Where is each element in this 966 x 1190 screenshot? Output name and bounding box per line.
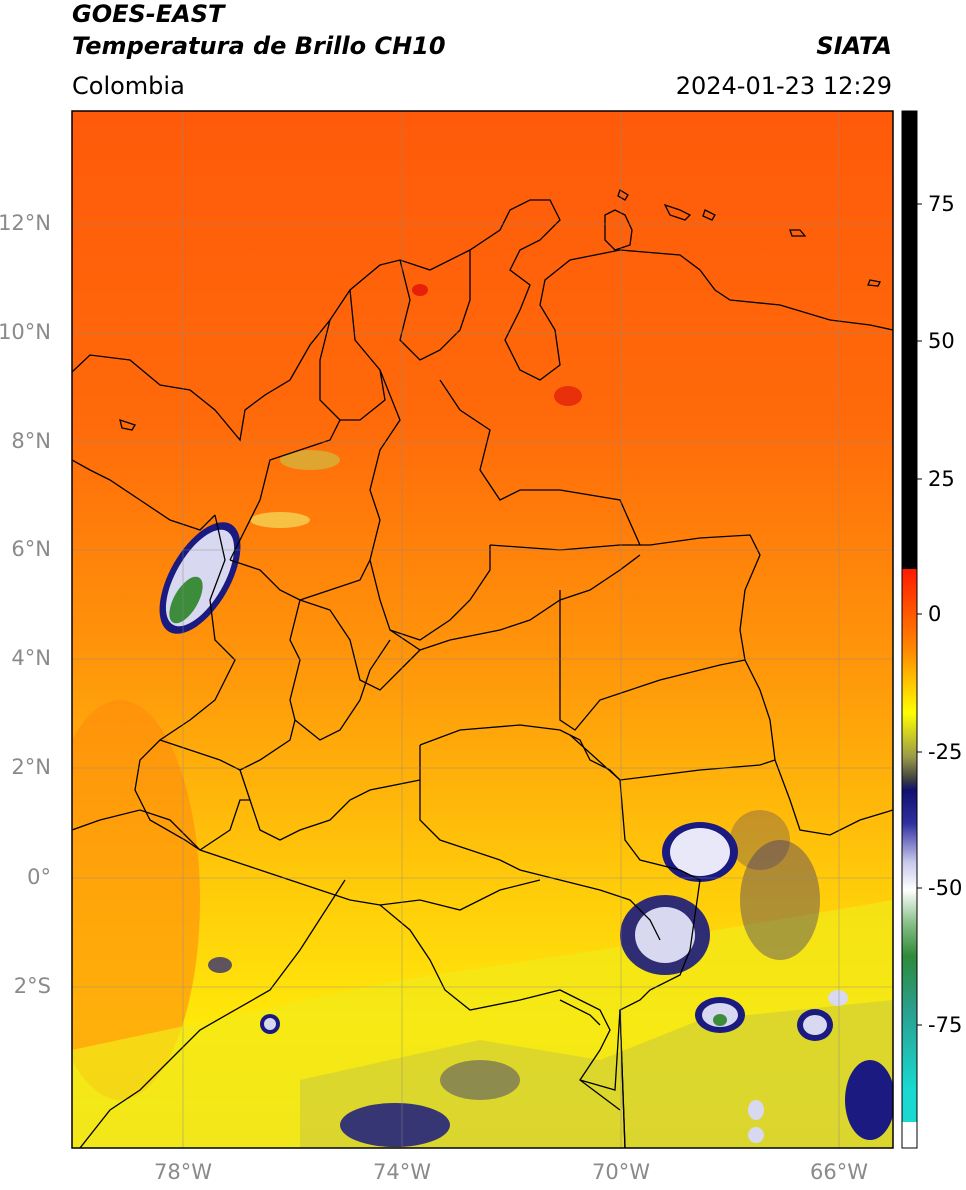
- lat-label-10n: 10°N: [0, 320, 51, 344]
- coastlines-and-borders: [72, 189, 893, 1148]
- colorbar-label-minus25: -25: [928, 740, 963, 764]
- lat-label-2n: 2°N: [11, 755, 51, 779]
- colorbar-label-minus75: -75: [928, 1013, 963, 1037]
- map-frame: [71, 110, 894, 1149]
- storm-cloud-south: [208, 957, 520, 1147]
- colorbar-black-segment: [902, 111, 917, 569]
- lat-label-4n: 4°N: [11, 646, 51, 670]
- lon-label-78w: 78°W: [154, 1160, 212, 1184]
- lon-label-66w: 66°W: [810, 1160, 868, 1184]
- graticule: [72, 111, 893, 1148]
- lat-label-6n: 6°N: [11, 537, 51, 561]
- lon-label-74w: 74°W: [373, 1160, 431, 1184]
- region-label: Colombia: [72, 72, 185, 100]
- colorbar-gradient: [902, 569, 917, 1122]
- lat-label-0: 0°: [27, 865, 51, 889]
- title-line-2: Temperatura de Brillo CH10: [72, 32, 446, 60]
- lat-label-2s: 2°S: [13, 974, 51, 998]
- lon-label-70w: 70°W: [592, 1160, 650, 1184]
- lat-label-8n: 8°N: [11, 429, 51, 453]
- colorbar: [901, 110, 922, 1149]
- colorbar-label-50: 50: [928, 329, 955, 353]
- organization-label: SIATA: [816, 32, 892, 60]
- colorbar-label-75: 75: [928, 192, 955, 216]
- timestamp-label: 2024-01-23 12:29: [675, 72, 892, 100]
- colorbar-label-0: 0: [928, 602, 942, 626]
- storm-cloud-amazon: [620, 810, 893, 1143]
- colorbar-frame: [901, 110, 918, 1149]
- colorbar-white-segment: [902, 1122, 917, 1148]
- title-line-1: GOES-EAST: [72, 0, 225, 28]
- lat-label-12n: 12°N: [0, 211, 51, 235]
- colorbar-label-minus50: -50: [928, 876, 963, 900]
- brightness-temperature-field: [72, 111, 893, 1148]
- colorbar-label-25: 25: [928, 467, 955, 491]
